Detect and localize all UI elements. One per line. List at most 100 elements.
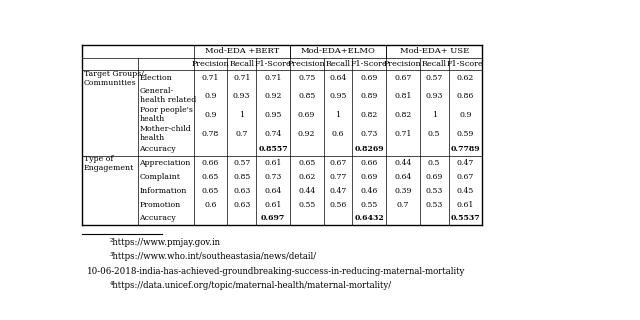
Text: 0.65: 0.65 xyxy=(298,159,316,167)
Text: Recall: Recall xyxy=(422,60,447,68)
Text: 0.73: 0.73 xyxy=(264,173,282,181)
Text: 0.59: 0.59 xyxy=(457,130,474,138)
Text: 0.62: 0.62 xyxy=(457,75,474,83)
Text: Mod-EDA+ELMO: Mod-EDA+ELMO xyxy=(301,47,375,55)
Text: 0.86: 0.86 xyxy=(457,92,474,100)
Text: 0.71: 0.71 xyxy=(202,75,219,83)
Text: 0.53: 0.53 xyxy=(426,201,443,209)
Text: 0.66: 0.66 xyxy=(202,159,219,167)
Text: Mother-child
health: Mother-child health xyxy=(140,125,191,142)
Text: General-
health related: General- health related xyxy=(140,87,196,104)
Text: Election: Election xyxy=(140,75,172,83)
Text: 10-06-2018-india-has-achieved-groundbreaking-success-in-reducing-maternal-mortal: 10-06-2018-india-has-achieved-groundbrea… xyxy=(86,267,465,276)
Text: 0.67: 0.67 xyxy=(394,75,412,83)
Text: 0.61: 0.61 xyxy=(264,201,282,209)
Text: Appreciation: Appreciation xyxy=(140,159,191,167)
Text: Mod-EDA +BERT: Mod-EDA +BERT xyxy=(205,47,279,55)
Text: F1-Score: F1-Score xyxy=(447,60,484,68)
Text: 0.62: 0.62 xyxy=(298,173,316,181)
Text: 0.8557: 0.8557 xyxy=(258,145,288,153)
Text: Recall: Recall xyxy=(325,60,351,68)
Text: 0.69: 0.69 xyxy=(426,173,443,181)
Text: 0.67: 0.67 xyxy=(330,159,346,167)
Text: 0.75: 0.75 xyxy=(298,75,316,83)
Text: 0.9: 0.9 xyxy=(204,92,217,100)
Text: 0.71: 0.71 xyxy=(264,75,282,83)
Text: Poor people's
health: Poor people's health xyxy=(140,106,193,124)
Text: 0.71: 0.71 xyxy=(233,75,250,83)
Text: Complaint: Complaint xyxy=(140,173,180,181)
Text: 0.85: 0.85 xyxy=(233,173,250,181)
Text: 0.697: 0.697 xyxy=(261,214,285,222)
Text: ²https://www.pmjay.gov.in: ²https://www.pmjay.gov.in xyxy=(110,238,221,247)
Text: Recall: Recall xyxy=(229,60,254,68)
Text: Information: Information xyxy=(140,187,187,195)
Text: Precision: Precision xyxy=(288,60,326,68)
Text: 0.44: 0.44 xyxy=(394,159,412,167)
Text: Accuracy: Accuracy xyxy=(140,145,176,153)
Text: 0.61: 0.61 xyxy=(264,159,282,167)
Text: 0.77: 0.77 xyxy=(330,173,346,181)
Text: 0.82: 0.82 xyxy=(394,111,412,119)
Text: Mod-EDA+ USE: Mod-EDA+ USE xyxy=(399,47,468,55)
Text: 0.65: 0.65 xyxy=(202,173,219,181)
Text: 0.71: 0.71 xyxy=(394,130,412,138)
Text: 0.64: 0.64 xyxy=(394,173,412,181)
Text: 0.57: 0.57 xyxy=(426,75,443,83)
Text: Precision: Precision xyxy=(191,60,229,68)
Text: 0.57: 0.57 xyxy=(233,159,250,167)
Text: Promotion: Promotion xyxy=(140,201,180,209)
Text: 0.53: 0.53 xyxy=(426,187,443,195)
Text: 0.73: 0.73 xyxy=(360,130,378,138)
Text: 0.6: 0.6 xyxy=(204,201,216,209)
Text: 0.64: 0.64 xyxy=(264,187,282,195)
Text: 0.74: 0.74 xyxy=(264,130,282,138)
Text: F1-Score: F1-Score xyxy=(255,60,291,68)
Text: 1: 1 xyxy=(239,111,244,119)
Text: 0.6: 0.6 xyxy=(332,130,344,138)
Text: 0.7789: 0.7789 xyxy=(451,145,480,153)
Text: 0.95: 0.95 xyxy=(264,111,282,119)
Text: 0.63: 0.63 xyxy=(233,187,250,195)
Text: 0.45: 0.45 xyxy=(457,187,474,195)
Text: 0.95: 0.95 xyxy=(329,92,347,100)
Text: 0.5: 0.5 xyxy=(428,130,440,138)
Text: 0.81: 0.81 xyxy=(394,92,412,100)
Text: 0.44: 0.44 xyxy=(298,187,316,195)
Text: 0.64: 0.64 xyxy=(330,75,346,83)
Text: 0.82: 0.82 xyxy=(360,111,378,119)
Text: 0.7: 0.7 xyxy=(397,201,409,209)
Text: 0.78: 0.78 xyxy=(202,130,219,138)
Text: 0.9: 0.9 xyxy=(459,111,472,119)
Text: 0.65: 0.65 xyxy=(202,187,219,195)
Text: Target Groups/
Communities: Target Groups/ Communities xyxy=(84,70,144,87)
Text: 1: 1 xyxy=(335,111,340,119)
Text: 0.67: 0.67 xyxy=(457,173,474,181)
Text: Type of
Engagement: Type of Engagement xyxy=(84,155,134,172)
Text: 0.69: 0.69 xyxy=(360,75,378,83)
Text: ³https://www.who.int/southeastasia/news/detail/: ³https://www.who.int/southeastasia/news/… xyxy=(110,252,317,261)
Text: 0.89: 0.89 xyxy=(360,92,378,100)
Text: 0.69: 0.69 xyxy=(360,173,378,181)
Text: 0.46: 0.46 xyxy=(360,187,378,195)
Text: 0.47: 0.47 xyxy=(457,159,474,167)
Text: 0.55: 0.55 xyxy=(360,201,378,209)
Text: 0.39: 0.39 xyxy=(394,187,412,195)
Text: 0.6432: 0.6432 xyxy=(355,214,384,222)
Text: 0.5537: 0.5537 xyxy=(451,214,480,222)
Text: 0.55: 0.55 xyxy=(298,201,316,209)
Text: 0.66: 0.66 xyxy=(360,159,378,167)
Text: 0.69: 0.69 xyxy=(298,111,316,119)
Text: 0.92: 0.92 xyxy=(298,130,316,138)
Text: 0.56: 0.56 xyxy=(330,201,346,209)
Text: 0.47: 0.47 xyxy=(330,187,346,195)
Text: 0.9: 0.9 xyxy=(204,111,217,119)
Text: 0.8269: 0.8269 xyxy=(355,145,384,153)
Text: 0.93: 0.93 xyxy=(426,92,443,100)
Text: 0.85: 0.85 xyxy=(298,92,316,100)
Text: F1-Score: F1-Score xyxy=(351,60,388,68)
Text: Precision: Precision xyxy=(384,60,422,68)
Text: 0.61: 0.61 xyxy=(457,201,474,209)
Text: ⁴https://data.unicef.org/topic/maternal-health/maternal-mortality/: ⁴https://data.unicef.org/topic/maternal-… xyxy=(110,281,392,290)
Text: 0.93: 0.93 xyxy=(233,92,250,100)
